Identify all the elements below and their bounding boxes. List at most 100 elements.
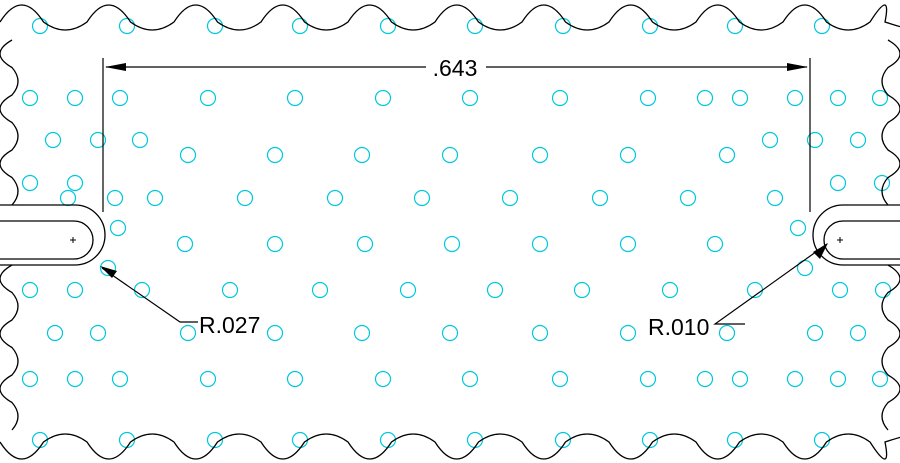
perforation-hole bbox=[399, 281, 417, 299]
perforation-hole bbox=[66, 281, 84, 299]
perforation-hole bbox=[99, 259, 117, 277]
width-dimension-label: .643 bbox=[433, 55, 478, 81]
radius-label-right: R.010 bbox=[648, 314, 709, 340]
perforation-hole bbox=[849, 131, 867, 149]
perforation-hole bbox=[661, 281, 679, 299]
perforation-hole bbox=[118, 17, 136, 35]
perforation-hole bbox=[374, 89, 392, 107]
perforation-hole bbox=[21, 281, 39, 299]
perforation-hole bbox=[871, 89, 889, 107]
perforation-hole bbox=[413, 189, 431, 207]
perforation-hole bbox=[44, 131, 62, 149]
perforation-hole bbox=[761, 131, 779, 149]
radius-leader-right: R.010 bbox=[648, 243, 828, 340]
perforation-hole bbox=[849, 324, 867, 342]
scalloped-bottom-edge bbox=[0, 433, 900, 460]
perforation-hole bbox=[796, 259, 814, 277]
perforation-hole bbox=[66, 370, 84, 388]
leader-arrow-left bbox=[100, 266, 117, 278]
perforation-hole bbox=[554, 431, 572, 449]
perforation-hole bbox=[531, 235, 549, 253]
perforation-hole bbox=[619, 324, 637, 342]
perforation-hole bbox=[111, 370, 129, 388]
perforation-hole bbox=[461, 89, 479, 107]
perforation-hole bbox=[829, 89, 847, 107]
perforation-hole bbox=[286, 89, 304, 107]
perforation-hole bbox=[441, 146, 459, 164]
perforation-hole bbox=[766, 189, 784, 207]
perforation-hole bbox=[641, 17, 659, 35]
arrowhead-right bbox=[787, 63, 808, 71]
perforation-hole bbox=[206, 17, 224, 35]
perforation-hole bbox=[829, 174, 847, 192]
perforation-hole bbox=[441, 324, 459, 342]
perforation-hole bbox=[486, 281, 504, 299]
radius-leader-left: R.027 bbox=[100, 266, 260, 338]
perforation-hole bbox=[89, 324, 107, 342]
perforation-hole bbox=[554, 17, 572, 35]
perforation-hole bbox=[59, 189, 77, 207]
perforation-hole bbox=[291, 431, 309, 449]
left-slot bbox=[0, 204, 106, 266]
perforation-hole bbox=[176, 235, 194, 253]
perforation-hole bbox=[706, 235, 724, 253]
perforation-hole bbox=[806, 131, 824, 149]
perforation-hole bbox=[551, 370, 569, 388]
perforation-hole bbox=[21, 370, 39, 388]
perforation-hole bbox=[21, 89, 39, 107]
perforation-hole bbox=[236, 189, 254, 207]
perforation-hole bbox=[379, 17, 397, 35]
perforation-hole bbox=[639, 89, 657, 107]
perforation-hole bbox=[531, 146, 549, 164]
perforation-hole bbox=[146, 189, 164, 207]
perforation-hole bbox=[726, 431, 744, 449]
perforation-hole bbox=[109, 219, 127, 237]
radius-label-left: R.027 bbox=[199, 312, 260, 338]
right-slot bbox=[812, 204, 900, 266]
perforation-hole bbox=[871, 370, 889, 388]
perforation-hole bbox=[696, 370, 714, 388]
perforation-hole bbox=[131, 131, 149, 149]
perforation-hole bbox=[619, 146, 637, 164]
perforation-hole bbox=[718, 146, 736, 164]
perforation-hole bbox=[353, 146, 371, 164]
leader-line-right bbox=[713, 243, 828, 325]
perforation-hole bbox=[573, 281, 591, 299]
perforation-hole bbox=[374, 370, 392, 388]
perforation-hole bbox=[111, 89, 129, 107]
perforation-hole bbox=[731, 370, 749, 388]
perforation-hole bbox=[89, 131, 107, 149]
perforation-hole bbox=[199, 370, 217, 388]
perforation-hole bbox=[829, 370, 847, 388]
perforation-hole bbox=[813, 17, 831, 35]
scalloped-right-edge bbox=[881, 39, 900, 431]
leader-arrow-right bbox=[813, 243, 828, 259]
perforation-hole bbox=[619, 235, 637, 253]
perforation-hole bbox=[46, 324, 64, 342]
width-dimension: .643 bbox=[102, 55, 811, 212]
perforation-hole bbox=[66, 174, 84, 192]
leader-line-left bbox=[101, 267, 198, 323]
perforation-hole bbox=[266, 324, 284, 342]
perforation-hole bbox=[731, 89, 749, 107]
perforation-hole bbox=[21, 174, 39, 192]
perforation-holes bbox=[21, 17, 892, 449]
perforation-hole bbox=[726, 17, 744, 35]
perforation-hole bbox=[786, 89, 804, 107]
perforation-hole bbox=[443, 235, 461, 253]
perforation-hole bbox=[221, 281, 239, 299]
perforation-hole bbox=[501, 189, 519, 207]
perforation-hole bbox=[679, 189, 697, 207]
perforation-hole bbox=[874, 281, 892, 299]
scalloped-left-edge bbox=[0, 39, 19, 431]
perforation-hole bbox=[206, 431, 224, 449]
arrowhead-left bbox=[105, 63, 126, 71]
perforation-hole bbox=[639, 370, 657, 388]
perforation-hole bbox=[291, 17, 309, 35]
perforation-hole bbox=[531, 324, 549, 342]
perforation-hole bbox=[789, 219, 807, 237]
perforation-hole bbox=[831, 281, 849, 299]
perforation-hole bbox=[266, 235, 284, 253]
perforation-hole bbox=[311, 281, 329, 299]
